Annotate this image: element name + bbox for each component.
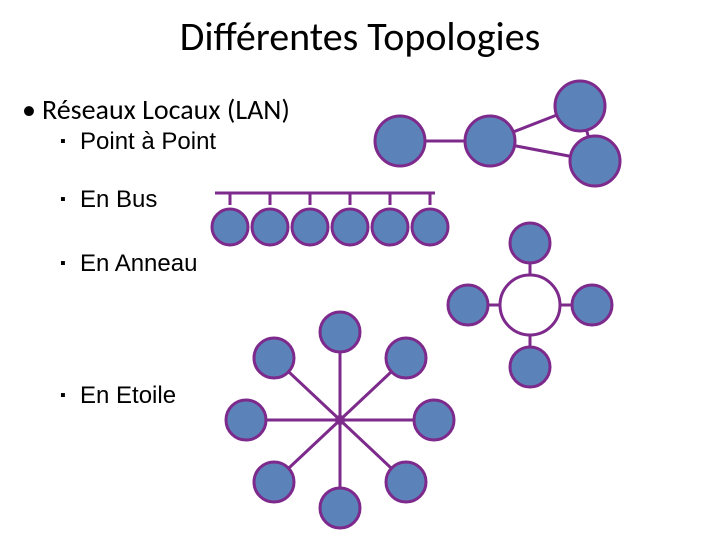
bullet-ring: En Anneau [80,250,197,278]
bullet-bus: En Bus [80,186,157,214]
bullet-p2p: Point à Point [80,128,216,156]
slide-title: Différentes Topologies [0,12,720,61]
bullet-star: En Etoile [80,382,176,410]
diagram-star [210,310,470,530]
diagram-point-to-point [370,86,630,176]
slide: Différentes Topologies Réseaux Locaux (L… [0,0,720,540]
diagram-bus [200,185,450,255]
bullet-lan: Réseaux Locaux (LAN) [42,92,290,127]
